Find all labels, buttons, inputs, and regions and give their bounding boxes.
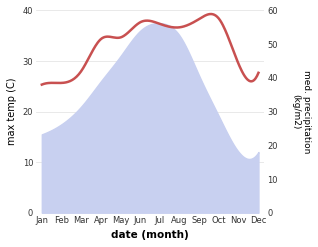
X-axis label: date (month): date (month) — [111, 230, 189, 240]
Y-axis label: med. precipitation
(kg/m2): med. precipitation (kg/m2) — [292, 70, 311, 153]
Y-axis label: max temp (C): max temp (C) — [7, 78, 17, 145]
